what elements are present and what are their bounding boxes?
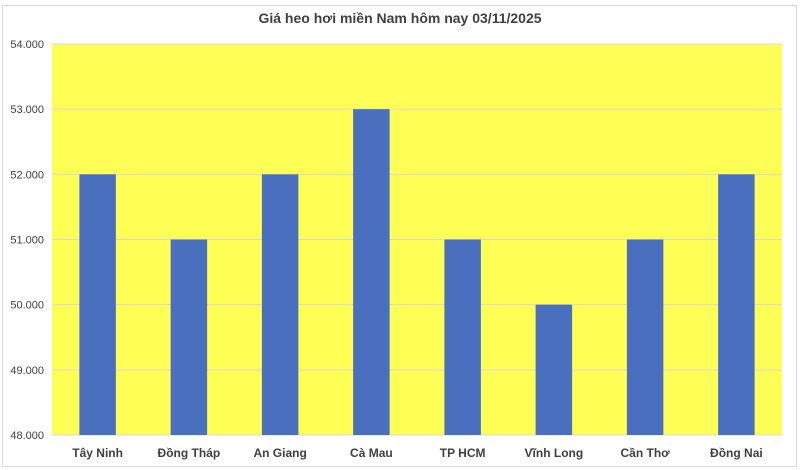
x-tick-label: An Giang (253, 446, 306, 460)
bar (79, 174, 116, 436)
bar (170, 239, 208, 435)
bar (535, 304, 573, 435)
y-tick-label: 53.000 (10, 104, 44, 116)
x-tick-label: Tây Ninh (72, 446, 123, 460)
y-tick-label: 54.000 (10, 39, 44, 51)
y-tick-label: 52.000 (10, 169, 44, 181)
bar (261, 174, 299, 436)
bar (626, 239, 664, 435)
x-tick-label: Vĩnh Long (525, 446, 584, 460)
bar (718, 174, 755, 436)
bar (353, 109, 390, 436)
chart-title: Giá heo hơi miền Nam hôm nay 03/11/2025 (258, 10, 542, 26)
x-tick-label: TP HCM (440, 446, 486, 460)
y-tick-label: 50.000 (10, 300, 44, 312)
x-tick-label: Cần Thơ (621, 446, 671, 460)
x-tick-label: Đồng Tháp (158, 446, 221, 460)
x-tick-label: Cà Mau (350, 446, 393, 460)
y-tick-label: 51.000 (10, 235, 44, 247)
x-tick-label: Đồng Nai (710, 446, 763, 460)
bar (444, 239, 481, 435)
y-tick-label: 48.000 (10, 430, 44, 442)
y-tick-label: 49.000 (10, 365, 44, 377)
